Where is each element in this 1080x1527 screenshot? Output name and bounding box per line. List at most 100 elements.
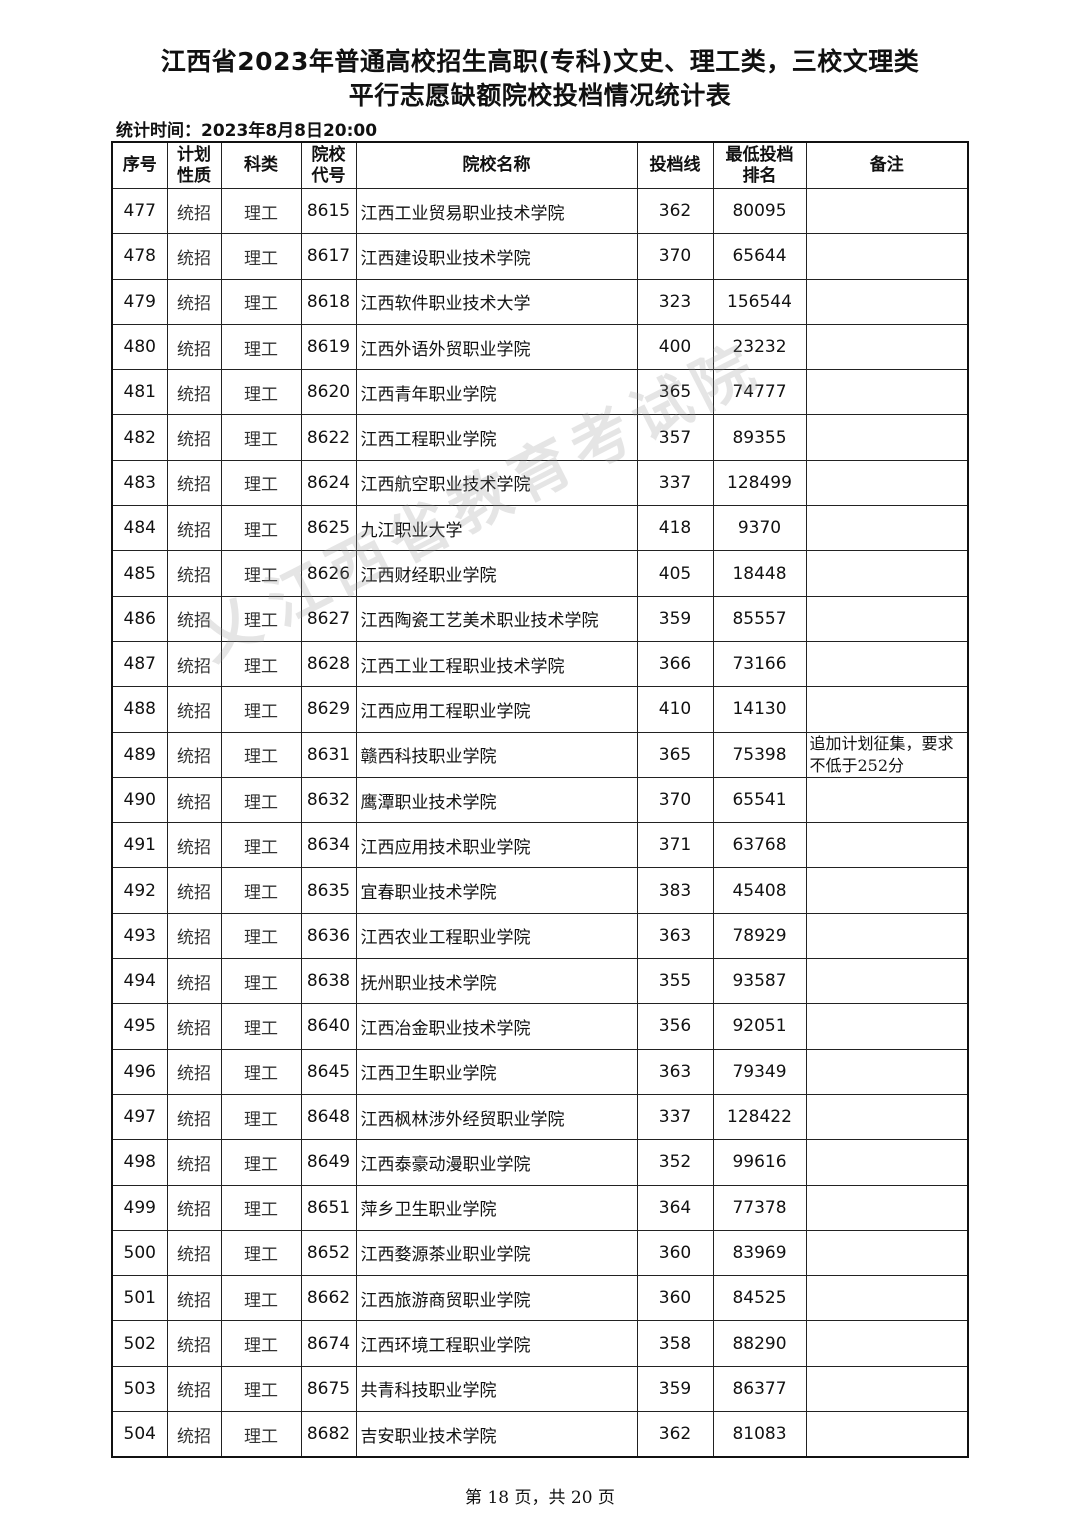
cell-category: 理工: [220, 686, 302, 733]
cell-cutoff-score: 359: [636, 1365, 714, 1413]
cell-cutoff-score: 370: [636, 776, 714, 824]
cell-school-name: 江西冶金职业技术学院: [355, 1003, 638, 1050]
cell-school-name: 宜春职业技术学院: [355, 867, 638, 914]
cell-school-name: 江西应用技术职业学院: [355, 822, 638, 869]
cell-cutoff-score: 370: [636, 233, 714, 280]
cell-school-code: 8617: [300, 233, 357, 280]
cell-cutoff-score: 366: [636, 640, 714, 688]
cell-school-name: 萍乡卫生职业学院: [355, 1184, 638, 1231]
cell-category: 理工: [220, 822, 302, 869]
cell-school-code: 8625: [300, 505, 357, 552]
cell-notes: [805, 1048, 969, 1095]
cell-min-rank: 86377: [712, 1365, 807, 1413]
cell-index: 494: [111, 958, 168, 1005]
cell-school-name: 江西外语外贸职业学院: [355, 323, 638, 371]
cell-plan-type: 统招: [166, 459, 222, 507]
cell-notes: [805, 1320, 969, 1367]
cell-index: 498: [111, 1139, 168, 1186]
header-index: 序号: [111, 141, 168, 189]
cell-plan-type: 统招: [166, 278, 222, 325]
cell-school-code: 8640: [300, 1003, 357, 1050]
cell-cutoff-score: 383: [636, 867, 714, 914]
cell-school-name: 江西环境工程职业学院: [355, 1320, 638, 1367]
cell-plan-type: 统招: [166, 595, 222, 642]
header-school-code: 院校代号: [300, 141, 357, 189]
table-header-row: 序号 计划性质 科类 院校代号 院校名称 投档线 最低投档排名 备注: [111, 141, 969, 189]
cell-min-rank: 92051: [712, 1003, 807, 1050]
cell-notes: [805, 595, 969, 642]
cell-index: 487: [111, 640, 168, 688]
cell-cutoff-score: 400: [636, 323, 714, 371]
cell-school-name: 江西工程职业学院: [355, 414, 638, 461]
cell-cutoff-score: 365: [636, 731, 714, 778]
cell-plan-type: 统招: [166, 1184, 222, 1231]
cell-category: 理工: [220, 867, 302, 914]
cell-school-code: 8634: [300, 822, 357, 869]
table-row: 494 统招 理工 8638 抚州职业技术学院 355 93587: [111, 958, 969, 1005]
cell-index: 499: [111, 1184, 168, 1231]
cell-notes: [805, 505, 969, 552]
cell-category: 理工: [220, 550, 302, 597]
cell-school-name: 江西航空职业技术学院: [355, 459, 638, 507]
table-row: 500 统招 理工 8652 江西婺源茶业职业学院 360 83969: [111, 1229, 969, 1277]
cell-category: 理工: [220, 323, 302, 371]
table-row: 503 统招 理工 8675 共青科技职业学院 359 86377: [111, 1365, 969, 1413]
cell-notes: [805, 822, 969, 869]
table-row: 490 统招 理工 8632 鹰潭职业技术学院 370 65541: [111, 776, 969, 824]
cell-min-rank: 128422: [712, 1093, 807, 1141]
table-row: 478 统招 理工 8617 江西建设职业技术学院 370 65644: [111, 233, 969, 280]
cell-min-rank: 83969: [712, 1229, 807, 1277]
cell-school-code: 8629: [300, 686, 357, 733]
cell-cutoff-score: 360: [636, 1229, 714, 1277]
cell-plan-type: 统招: [166, 822, 222, 869]
cell-school-name: 江西农业工程职业学院: [355, 912, 638, 960]
cell-min-rank: 74777: [712, 369, 807, 416]
cell-index: 488: [111, 686, 168, 733]
cell-plan-type: 统招: [166, 414, 222, 461]
cell-school-code: 8636: [300, 912, 357, 960]
header-category: 科类: [220, 141, 302, 189]
cell-plan-type: 统招: [166, 867, 222, 914]
cell-cutoff-score: 358: [636, 1320, 714, 1367]
cell-plan-type: 统招: [166, 1411, 222, 1458]
cell-school-code: 8622: [300, 414, 357, 461]
header-cutoff-score: 投档线: [636, 141, 714, 189]
cell-cutoff-score: 362: [636, 187, 714, 235]
cell-plan-type: 统招: [166, 776, 222, 824]
cell-school-name: 赣西科技职业学院: [355, 731, 638, 778]
cell-index: 496: [111, 1048, 168, 1095]
cell-category: 理工: [220, 912, 302, 960]
cell-category: 理工: [220, 459, 302, 507]
cell-category: 理工: [220, 1229, 302, 1277]
cell-school-name: 江西工业工程职业技术学院: [355, 640, 638, 688]
table-row: 493 统招 理工 8636 江西农业工程职业学院 363 78929: [111, 912, 969, 960]
cell-notes: [805, 1365, 969, 1413]
header-school-name: 院校名称: [355, 141, 638, 189]
cell-cutoff-score: 418: [636, 505, 714, 552]
cell-notes: [805, 1411, 969, 1458]
cell-school-name: 江西泰豪动漫职业学院: [355, 1139, 638, 1186]
cell-notes: [805, 640, 969, 688]
cell-plan-type: 统招: [166, 505, 222, 552]
stat-time: 统计时间：2023年8月8日20:00: [116, 121, 378, 141]
cell-school-code: 8631: [300, 731, 357, 778]
cell-min-rank: 63768: [712, 822, 807, 869]
cell-min-rank: 23232: [712, 323, 807, 371]
cell-cutoff-score: 363: [636, 912, 714, 960]
cell-notes: [805, 1275, 969, 1322]
table-row: 497 统招 理工 8648 江西枫林涉外经贸职业学院 337 128422: [111, 1093, 969, 1141]
table-row: 486 统招 理工 8627 江西陶瓷工艺美术职业技术学院 359 85557: [111, 595, 969, 642]
cell-min-rank: 18448: [712, 550, 807, 597]
table-row: 480 统招 理工 8619 江西外语外贸职业学院 400 23232: [111, 323, 969, 371]
cell-index: 493: [111, 912, 168, 960]
cell-plan-type: 统招: [166, 1320, 222, 1367]
table-row: 501 统招 理工 8662 江西旅游商贸职业学院 360 84525: [111, 1275, 969, 1322]
cell-school-name: 江西卫生职业学院: [355, 1048, 638, 1095]
cell-category: 理工: [220, 1320, 302, 1367]
cell-plan-type: 统招: [166, 1365, 222, 1413]
cell-school-name: 九江职业大学: [355, 505, 638, 552]
cell-plan-type: 统招: [166, 323, 222, 371]
cell-notes: [805, 912, 969, 960]
cell-notes: [805, 686, 969, 733]
cell-index: 503: [111, 1365, 168, 1413]
